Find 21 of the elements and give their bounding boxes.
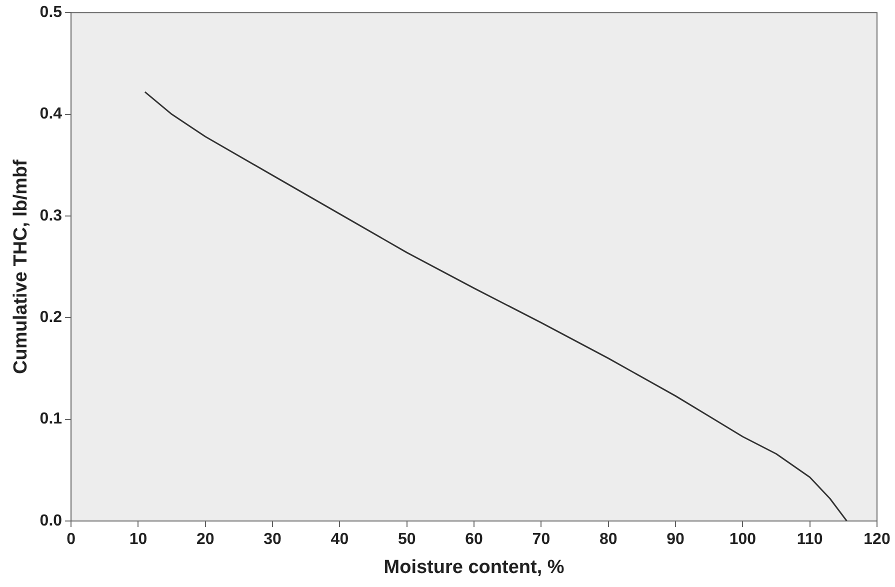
y-tick-label: 0.3 — [40, 207, 62, 224]
x-tick-label: 70 — [532, 531, 550, 548]
x-tick-label: 50 — [398, 531, 416, 548]
y-tick-label: 0.0 — [40, 512, 62, 530]
x-tick-label: 100 — [729, 531, 756, 548]
y-axis-title: Cumulative THC, lb/mbf — [10, 158, 32, 374]
y-tick-label: 0.2 — [40, 309, 62, 326]
x-tick-label: 120 — [864, 531, 890, 548]
x-axis-title: Moisture content, % — [384, 556, 564, 578]
y-tick-label: 0.1 — [40, 410, 62, 428]
x-tick-label: 30 — [264, 531, 282, 548]
x-tick-label: 90 — [666, 531, 685, 548]
y-tick-label: 0.5 — [40, 4, 62, 22]
x-tick-label: 20 — [196, 531, 214, 548]
x-tick-label: 10 — [129, 531, 148, 548]
x-tick-label: 40 — [330, 531, 349, 548]
x-tick-label: 0 — [66, 531, 76, 548]
x-tick-label: 80 — [599, 531, 618, 548]
x-tick-label: 110 — [796, 531, 823, 548]
y-tick-label: 0.4 — [40, 106, 62, 123]
x-tick-label: 60 — [465, 531, 484, 548]
